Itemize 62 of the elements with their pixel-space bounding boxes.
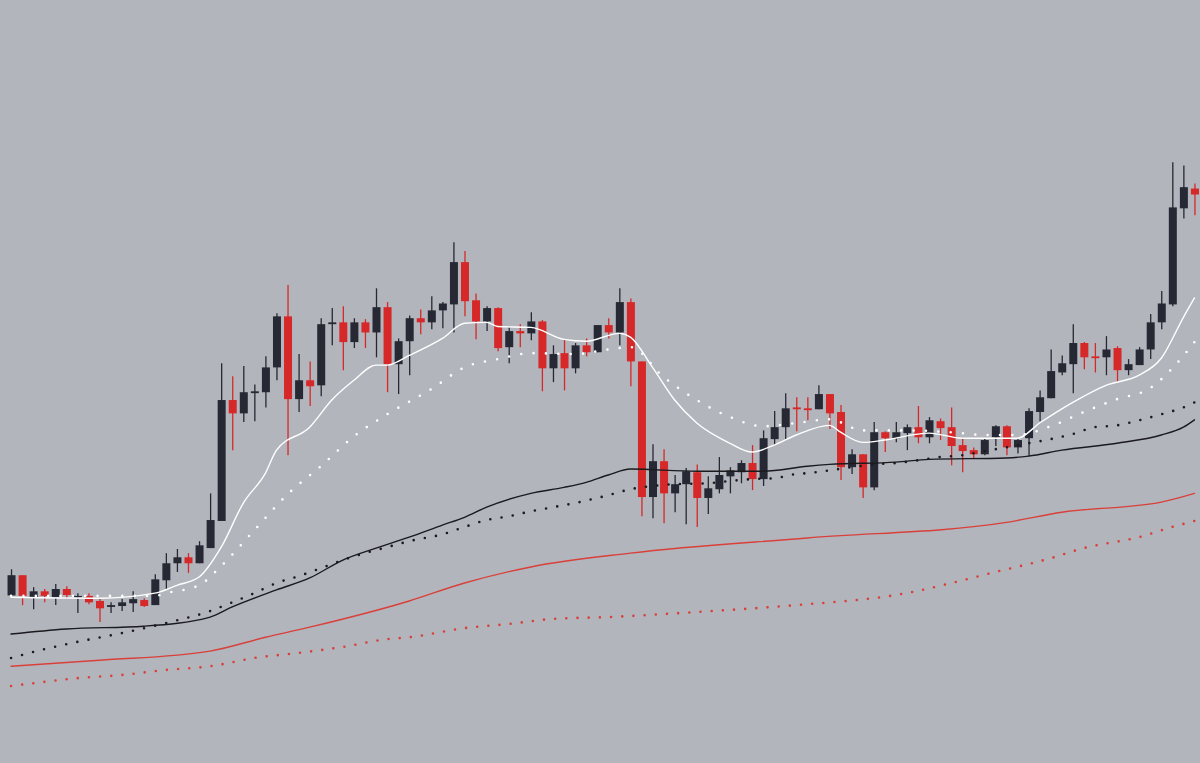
- candlestick: [781, 392, 790, 441]
- candlestick: [1157, 290, 1166, 330]
- candlestick: [295, 353, 304, 413]
- candlestick: [560, 338, 569, 392]
- candlestick: [892, 421, 901, 443]
- candlestick: [228, 375, 237, 451]
- candlestick: [239, 365, 248, 423]
- candlestick: [306, 360, 315, 407]
- candlestick: [18, 574, 27, 606]
- candlestick: [671, 474, 680, 513]
- candlestick: [825, 393, 834, 430]
- candlestick: [1102, 335, 1111, 376]
- candlestick: [682, 467, 691, 525]
- candlestick: [29, 586, 38, 610]
- candlestick: [472, 292, 481, 340]
- candlestick: [1002, 424, 1011, 456]
- candlestick: [118, 598, 127, 612]
- candlestick: [162, 552, 171, 591]
- candlestick: [107, 601, 116, 614]
- candlestick: [427, 295, 436, 330]
- candlestick: [250, 383, 259, 422]
- candlestick: [339, 305, 348, 371]
- candlestick: [1069, 323, 1078, 394]
- candlestick: [350, 317, 359, 349]
- candlestick: [394, 337, 403, 395]
- candlestick: [7, 568, 16, 597]
- candlestick: [903, 423, 912, 451]
- candlestick: [1091, 342, 1100, 374]
- candlestick: [173, 548, 182, 573]
- candlestick: [748, 444, 757, 491]
- candlestick: [438, 301, 447, 329]
- candlestick: [184, 552, 193, 574]
- candlestick: [704, 475, 713, 515]
- candlestick: [1190, 182, 1199, 216]
- candlestick: [96, 597, 105, 623]
- candlestick: [1036, 389, 1045, 422]
- candlestick: [527, 311, 536, 341]
- candlestick: [483, 305, 492, 332]
- candlestick: [958, 437, 967, 473]
- candlestick: [803, 396, 812, 421]
- candlestick: [129, 590, 138, 613]
- candlestick: [848, 448, 857, 475]
- candlestick: [328, 307, 337, 346]
- candlestick: [405, 314, 414, 376]
- candlestick: [1113, 345, 1122, 383]
- candlestick: [604, 317, 613, 340]
- candlestick: [881, 430, 890, 453]
- candlestick: [1179, 164, 1188, 220]
- candlestick: [770, 410, 779, 446]
- candlestick: [1058, 354, 1067, 376]
- candlestick: [792, 396, 801, 432]
- candlestick: [947, 406, 956, 466]
- candlestick: [549, 344, 558, 383]
- candlestick: [936, 417, 945, 441]
- candlestick: [51, 583, 60, 606]
- candlestick: [361, 318, 370, 349]
- candlestick: [1080, 341, 1089, 370]
- candlestick: [416, 308, 425, 335]
- candlestick: [991, 424, 1000, 447]
- candlestick: [571, 342, 580, 375]
- candlestick: [715, 456, 724, 495]
- candlestick: [505, 326, 514, 364]
